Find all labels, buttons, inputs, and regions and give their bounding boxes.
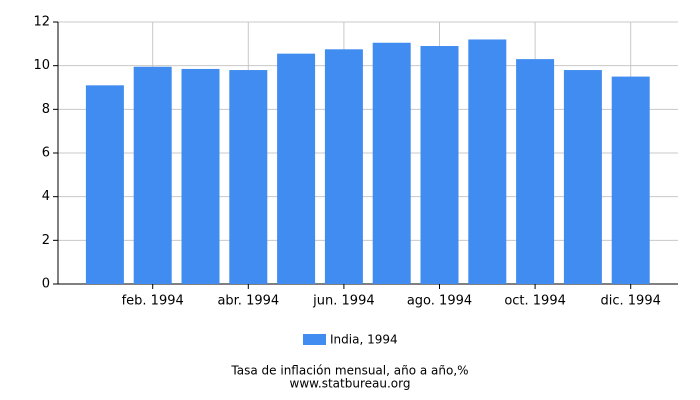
chart-source: www.statbureau.org [290, 377, 411, 391]
bar [181, 68, 220, 284]
y-tick-label: 12 [33, 15, 50, 30]
x-tick-label: ago. 1994 [407, 294, 472, 309]
bar [85, 85, 124, 284]
x-tick-label: feb. 1994 [122, 294, 184, 309]
x-tick-label: dic. 1994 [601, 294, 661, 309]
legend-swatch [303, 334, 326, 345]
bar [133, 66, 172, 284]
y-tick-label: 0 [42, 277, 50, 292]
x-tick-label: jun. 1994 [312, 294, 374, 309]
bar [420, 46, 459, 285]
bar [372, 42, 411, 284]
y-tick-label: 2 [42, 233, 50, 248]
bar [277, 53, 316, 285]
bar [229, 70, 268, 285]
bar [324, 49, 363, 284]
bar [611, 76, 650, 284]
chart-title: Tasa de inflación mensual, año a año,% [230, 364, 468, 378]
legend-label: India, 1994 [330, 333, 398, 347]
y-tick-label: 6 [42, 146, 50, 161]
y-tick-label: 4 [42, 189, 50, 204]
bar [516, 59, 555, 284]
bar [563, 70, 602, 285]
y-tick-label: 10 [33, 58, 50, 73]
x-tick-label: abr. 1994 [217, 294, 279, 309]
y-tick-label: 8 [42, 102, 50, 117]
bar [468, 39, 507, 284]
x-tick-label: oct. 1994 [504, 294, 566, 309]
